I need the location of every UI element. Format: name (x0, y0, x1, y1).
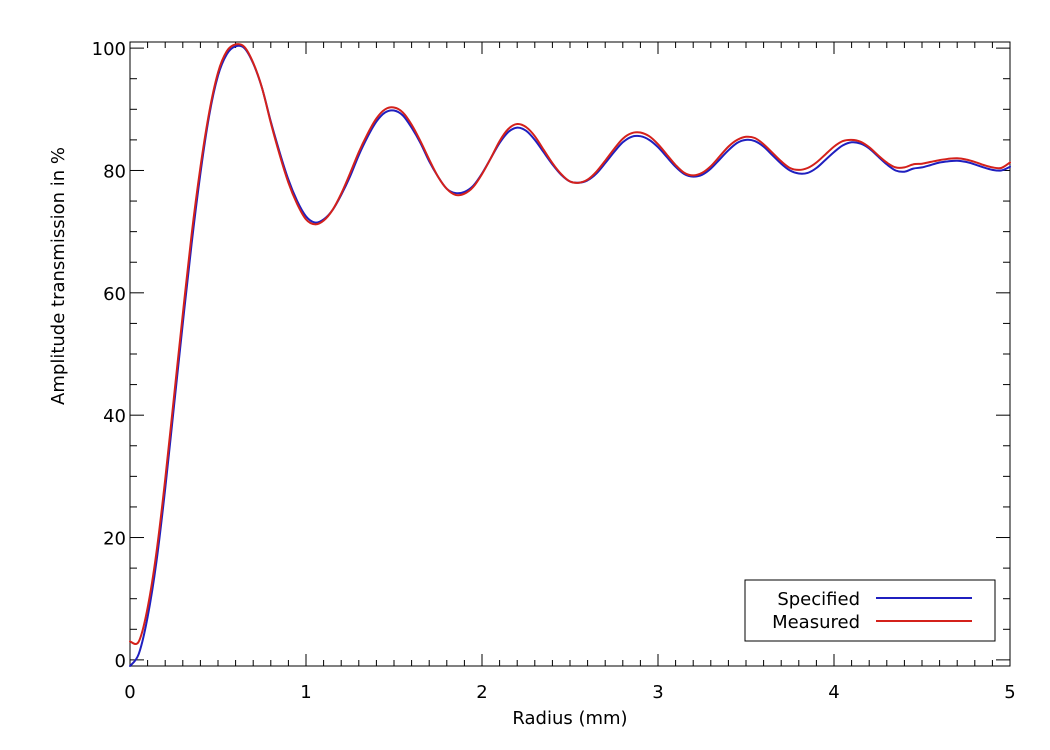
series-layer (129, 43, 1011, 667)
y-tick-label: 60 (103, 284, 126, 305)
series-line-specified (129, 44, 1011, 667)
x-axis-title: Radius (mm) (512, 708, 627, 729)
legend-label-specified: Specified (777, 589, 860, 610)
x-tick-label: 3 (652, 682, 663, 703)
axis-ticks (129, 42, 1011, 666)
legend: Specified Measured (744, 579, 996, 642)
plot-frame (129, 41, 1011, 667)
x-tick-label: 1 (300, 682, 311, 703)
axis-tick-labels: 0 1 2 3 4 5 0 20 40 60 80 100 (92, 39, 1016, 703)
legend-label-measured: Measured (772, 612, 860, 633)
y-tick-label: 100 (92, 39, 126, 60)
y-tick-label: 80 (103, 161, 126, 182)
legend-box (744, 579, 996, 642)
x-tick-label: 2 (476, 682, 487, 703)
y-tick-label: 0 (115, 651, 126, 672)
x-tick-label: 0 (124, 682, 135, 703)
x-tick-label: 4 (828, 682, 839, 703)
y-tick-label: 20 (103, 529, 126, 550)
y-axis-title: Amplitude transmission in % (48, 147, 69, 405)
x-tick-label: 5 (1004, 682, 1015, 703)
y-tick-label: 40 (103, 406, 126, 427)
series-line-measured (129, 43, 1011, 645)
